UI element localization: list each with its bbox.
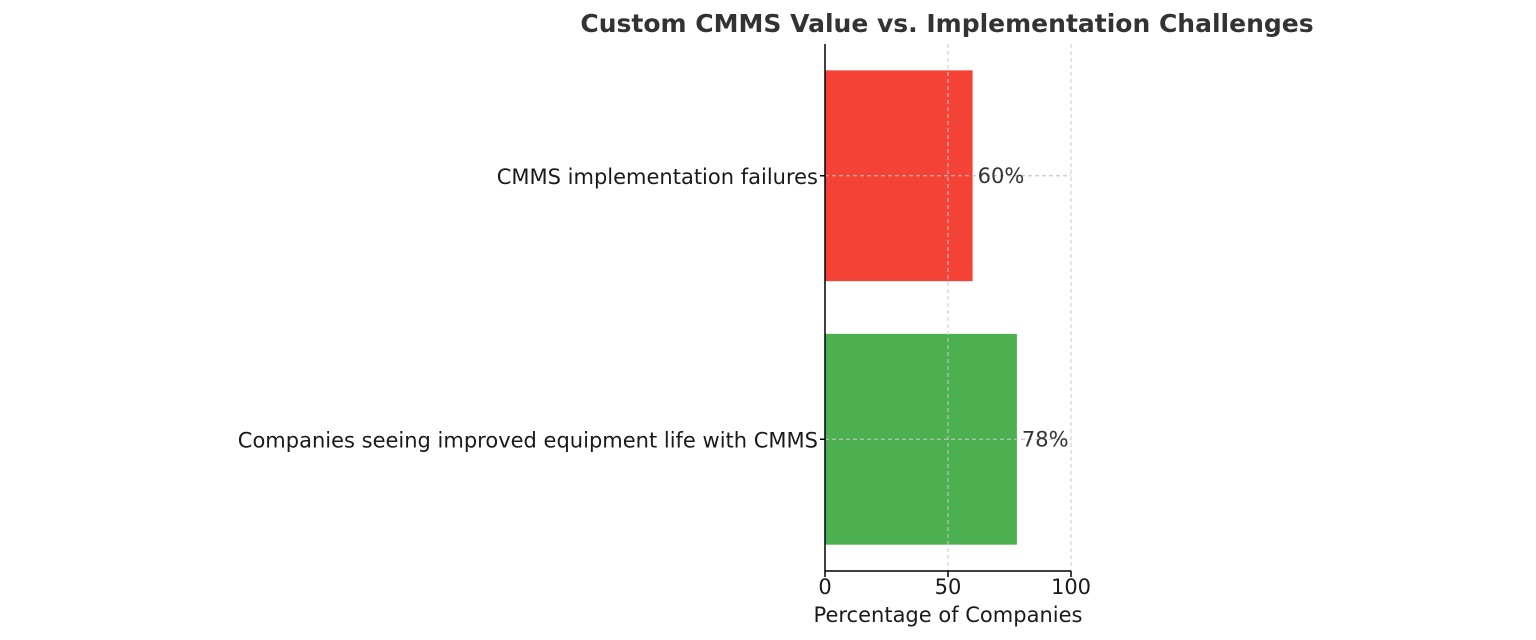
category-label: Companies seeing improved equipment life…: [238, 428, 818, 452]
x-tick-label: 100: [1051, 575, 1091, 599]
chart-title: Custom CMMS Value vs. Implementation Cha…: [580, 9, 1313, 38]
data-label: 78%: [1022, 427, 1069, 451]
label-layer: 78% 60%: [825, 44, 1071, 571]
tick-layer: Companies seeing improved equipment life…: [238, 165, 1091, 599]
category-label: CMMS implementation failures: [497, 165, 818, 189]
bar-layer: [825, 70, 1017, 545]
x-tick-label: 50: [935, 575, 962, 599]
data-label: 60%: [978, 164, 1025, 188]
x-tick-label: 0: [818, 575, 831, 599]
x-axis-label: Percentage of Companies: [814, 603, 1083, 627]
